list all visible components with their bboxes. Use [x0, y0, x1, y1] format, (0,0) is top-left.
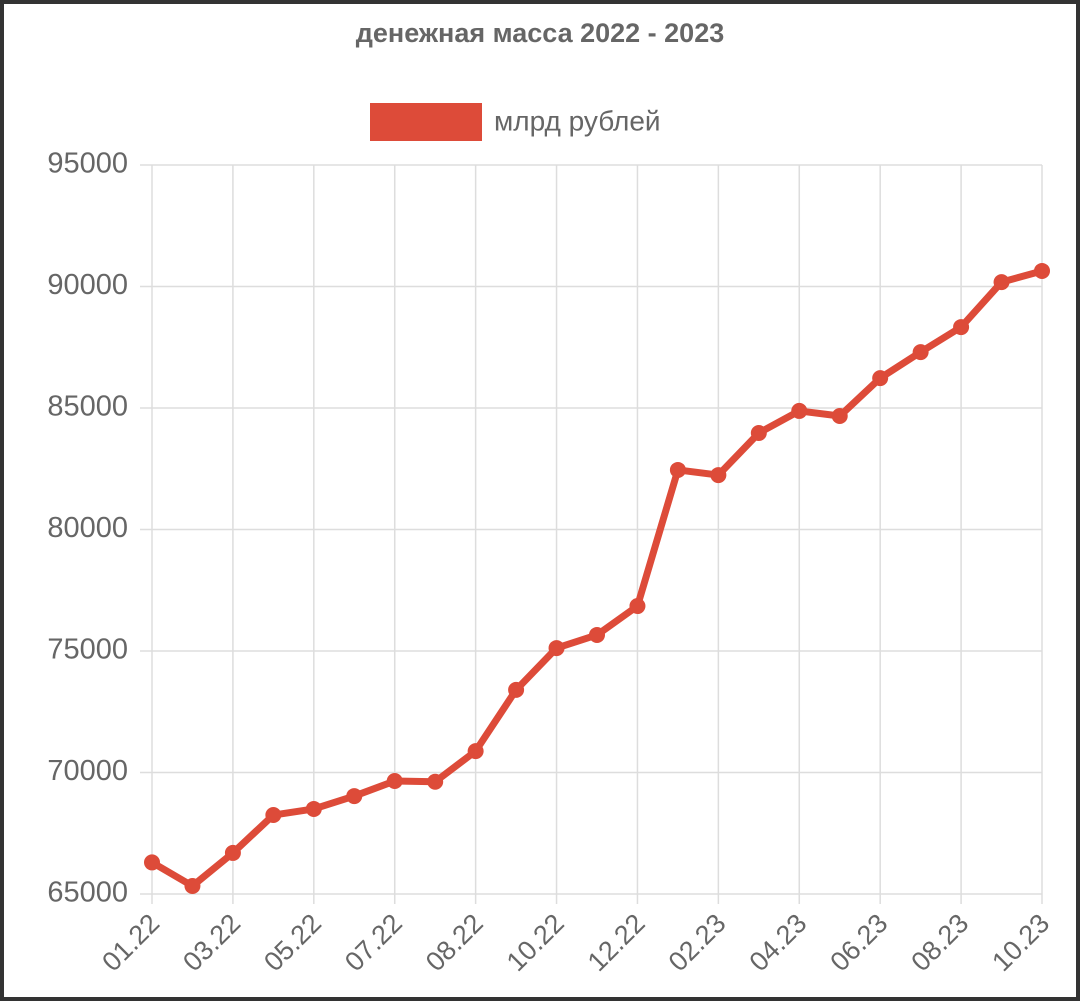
y-tick-label: 70000 — [47, 755, 128, 787]
point — [589, 626, 605, 643]
y-tick-label: 95000 — [47, 148, 128, 180]
point — [831, 408, 848, 425]
point — [993, 274, 1010, 291]
point — [872, 370, 889, 387]
point — [750, 425, 767, 442]
y-tick-label: 65000 — [47, 877, 128, 909]
point — [427, 773, 444, 790]
point — [265, 807, 282, 824]
chart-title: денежная масса 2022 - 2023 — [356, 18, 724, 48]
point — [305, 800, 322, 817]
point — [912, 344, 929, 361]
point — [184, 877, 201, 894]
point — [508, 681, 525, 698]
legend-label: млрд рублей — [494, 105, 661, 136]
point — [144, 854, 160, 871]
legend-swatch — [370, 103, 482, 141]
y-tick-label: 90000 — [47, 269, 128, 301]
y-tick-label: 85000 — [47, 391, 128, 423]
point — [669, 461, 686, 478]
point — [953, 319, 970, 336]
point — [1034, 262, 1050, 279]
point — [224, 844, 241, 861]
point — [548, 640, 565, 657]
y-tick-label: 80000 — [47, 512, 128, 544]
point — [629, 598, 646, 615]
y-tick-label: 75000 — [47, 634, 128, 666]
point — [346, 788, 363, 805]
point — [791, 402, 808, 419]
point — [710, 467, 727, 484]
point — [386, 773, 403, 790]
point — [467, 743, 484, 760]
